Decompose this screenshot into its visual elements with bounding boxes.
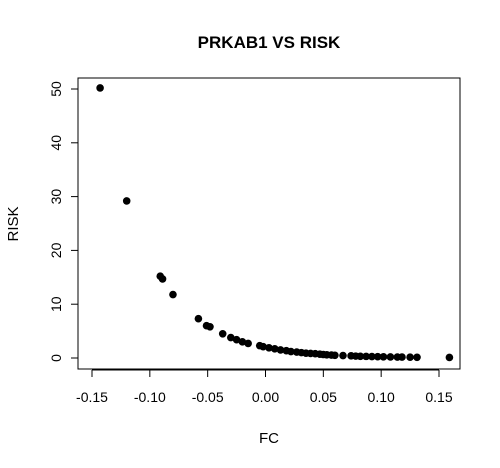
data-point [194,314,203,323]
y-tick-label: 10 [48,296,64,312]
y-tick-label: 50 [48,81,64,97]
data-point [259,342,267,351]
plot-area-box [77,77,461,370]
x-tick-label: 0.05 [310,389,337,405]
data-point [398,353,406,361]
data-point [227,333,235,342]
x-axis: -0.15 -0.10 -0.05 0.00 0.05 0.10 0.15 [76,369,453,405]
data-point [158,275,167,283]
data-point [206,322,214,331]
data-point [356,352,365,361]
x-tick-label: -0.10 [134,389,166,405]
y-tick-label: 0 [48,354,64,362]
data-point [265,343,273,352]
data-point [368,352,376,361]
x-tick-label: -0.15 [76,389,108,405]
x-tick-label: 0.10 [368,389,395,405]
y-axis-label: RISK [5,206,22,241]
y-tick-label: 40 [48,135,64,151]
data-point [445,353,454,362]
data-point [331,351,339,360]
data-point [386,353,395,361]
data-point [373,352,382,361]
y-tick-label: 30 [48,189,64,205]
data-point [169,290,177,299]
data-point [238,338,247,346]
data-point [244,339,252,348]
y-tick-label: 20 [48,242,64,258]
data-points [96,84,454,362]
x-tick-label: -0.05 [192,389,224,405]
data-point [232,335,241,344]
x-axis-label: FC [259,430,279,447]
y-axis: 0 10 20 30 40 50 [48,81,79,362]
data-point [96,84,104,92]
x-tick-label: 0.15 [425,389,452,405]
data-point [270,345,279,353]
x-tick-label: 0.00 [252,389,279,405]
data-point [276,346,285,354]
data-point [122,197,131,205]
data-point [339,351,347,360]
data-point [379,353,388,361]
data-point [406,353,414,361]
data-point [362,352,370,361]
data-point [218,329,227,338]
chart-title: PRKAB1 VS RISK [198,33,341,52]
data-point [287,347,295,356]
data-point [413,353,421,362]
